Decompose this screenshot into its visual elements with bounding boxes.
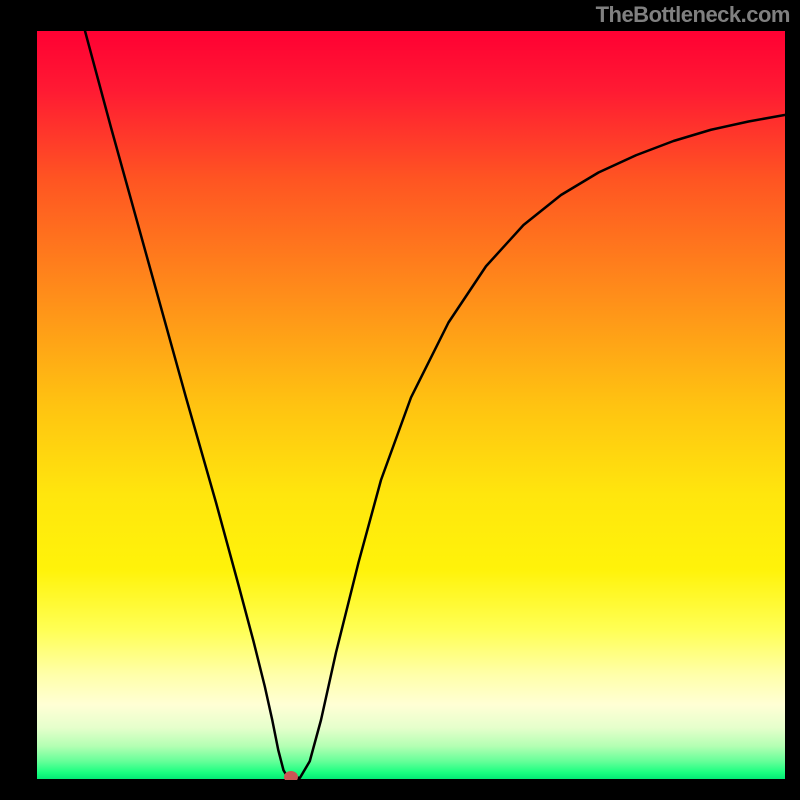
bottleneck-chart: TheBottleneck.com [0, 0, 800, 800]
watermark-label: TheBottleneck.com [596, 2, 790, 28]
chart-svg [0, 0, 800, 800]
plot-background [36, 30, 786, 780]
